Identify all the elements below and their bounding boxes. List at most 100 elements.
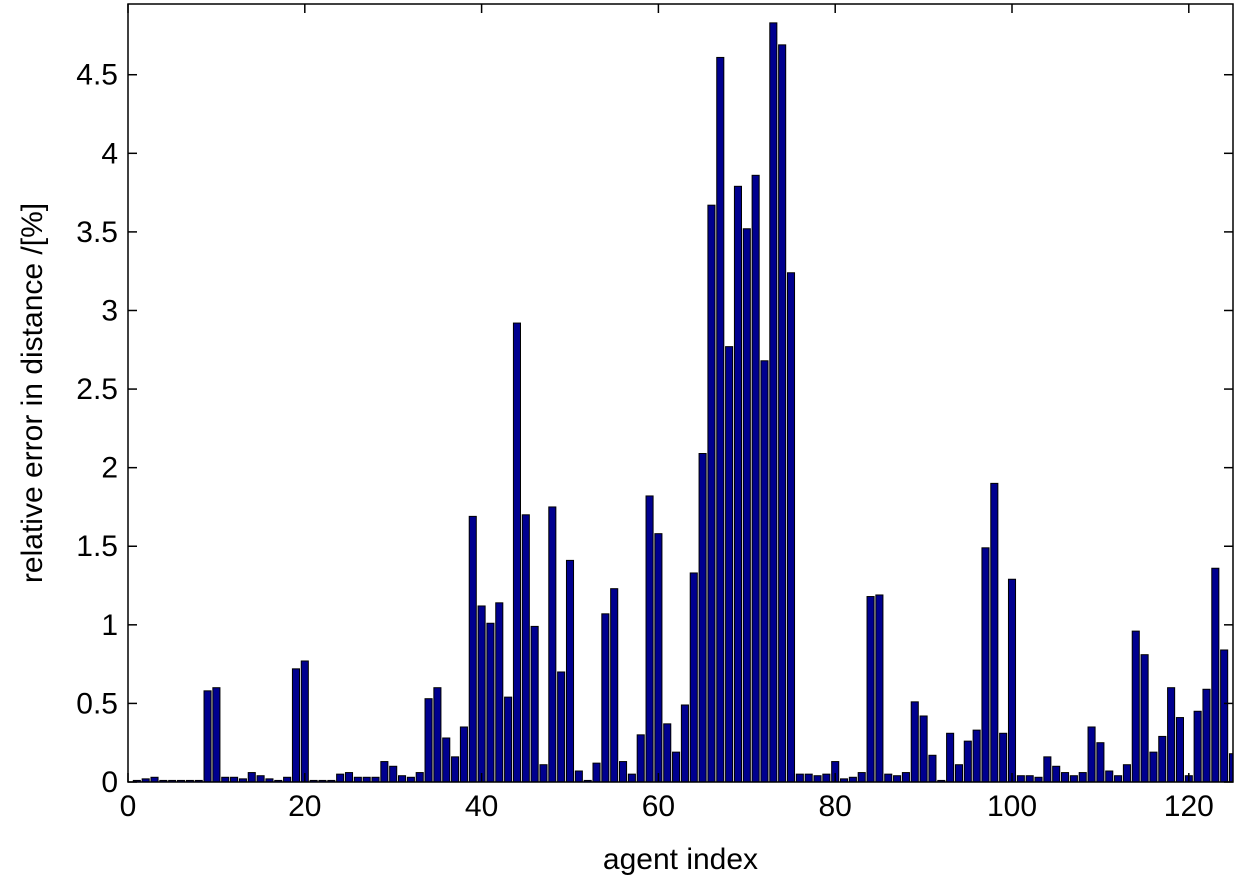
bar [981,547,990,783]
x-tick-label: 40 [465,790,498,823]
bar [972,729,981,783]
bar [919,715,928,783]
bar [875,594,884,783]
y-tick-label: 4 [101,137,118,170]
bar [336,773,345,783]
bar [663,723,672,783]
bar [592,762,601,783]
bar [1114,775,1123,783]
bar [247,772,256,783]
bar [1122,764,1131,783]
bar [689,572,698,783]
bar [1025,775,1034,783]
bar [212,687,221,783]
bar [893,775,902,783]
bar [645,495,654,783]
bar [380,761,389,783]
bar [1105,770,1114,783]
bar [1087,726,1096,783]
bar [1220,649,1229,783]
bar [1007,578,1017,783]
bar [468,515,477,783]
bar [901,772,910,783]
bar [716,56,725,783]
bar [300,660,309,783]
bar [627,773,636,783]
bar [910,701,919,783]
bar [486,622,495,783]
y-tick-label: 3 [101,294,118,327]
bar [548,506,557,783]
bar [680,704,689,783]
bar [451,756,460,783]
x-axis-label: agent index [603,843,758,876]
bar [1149,751,1158,783]
y-tick-label: 2.5 [76,373,118,406]
x-tick-label: 0 [120,790,137,823]
bars-group [132,22,1234,783]
bar [928,754,937,783]
y-tick-label: 0 [101,766,118,799]
bar [698,453,707,783]
bar [1202,688,1211,783]
bar [1069,775,1078,783]
bar [733,185,742,783]
y-tick-label: 1 [101,609,118,642]
bar [742,228,751,783]
y-tick-label: 2 [101,452,118,485]
x-axis: 0 20 40 60 80 100 120 [120,4,1214,823]
bar [424,698,433,783]
bar [521,514,530,783]
bar [574,770,583,783]
bar [822,773,831,783]
bar [1061,772,1070,783]
bar [884,773,893,783]
bar [1167,687,1176,783]
bar [433,687,442,783]
bar [636,734,645,783]
plot-frame [127,3,1234,783]
bar [1016,775,1025,783]
bar [804,773,813,783]
x-tick-label: 120 [1164,790,1214,823]
bar [442,737,451,783]
bar [1140,654,1149,783]
bar [672,751,681,783]
bar [751,174,760,783]
bar [1158,735,1167,783]
bar [795,773,804,783]
bar [778,44,787,783]
y-axis: 0 0.5 1 1.5 2 2.5 3 3.5 4 4.5 [76,59,1233,799]
bar [530,625,539,783]
bar [866,596,875,783]
bar [786,272,796,783]
y-axis-label: relative error in distance /[%] [16,203,49,583]
bar [1043,756,1052,783]
y-tick-label: 1.5 [76,530,118,563]
bar [813,775,822,783]
bar [256,775,265,783]
bar [389,765,398,783]
bar [990,482,999,783]
bar [1096,742,1105,783]
bar [512,322,521,783]
bar [769,22,778,783]
bar [963,740,972,783]
bar [610,588,619,783]
bar [415,772,424,783]
bar [1175,717,1184,783]
x-tick-label: 80 [819,790,852,823]
bar [504,696,513,783]
bar [954,764,963,783]
bar [725,346,734,783]
bar [1193,710,1202,783]
bar [946,732,955,783]
bar [477,605,486,783]
y-tick-label: 3.5 [76,216,118,249]
bar [565,559,575,783]
x-tick-label: 60 [642,790,675,823]
bar [344,772,354,783]
y-tick-label: 4.5 [76,59,118,92]
bar [539,764,548,783]
